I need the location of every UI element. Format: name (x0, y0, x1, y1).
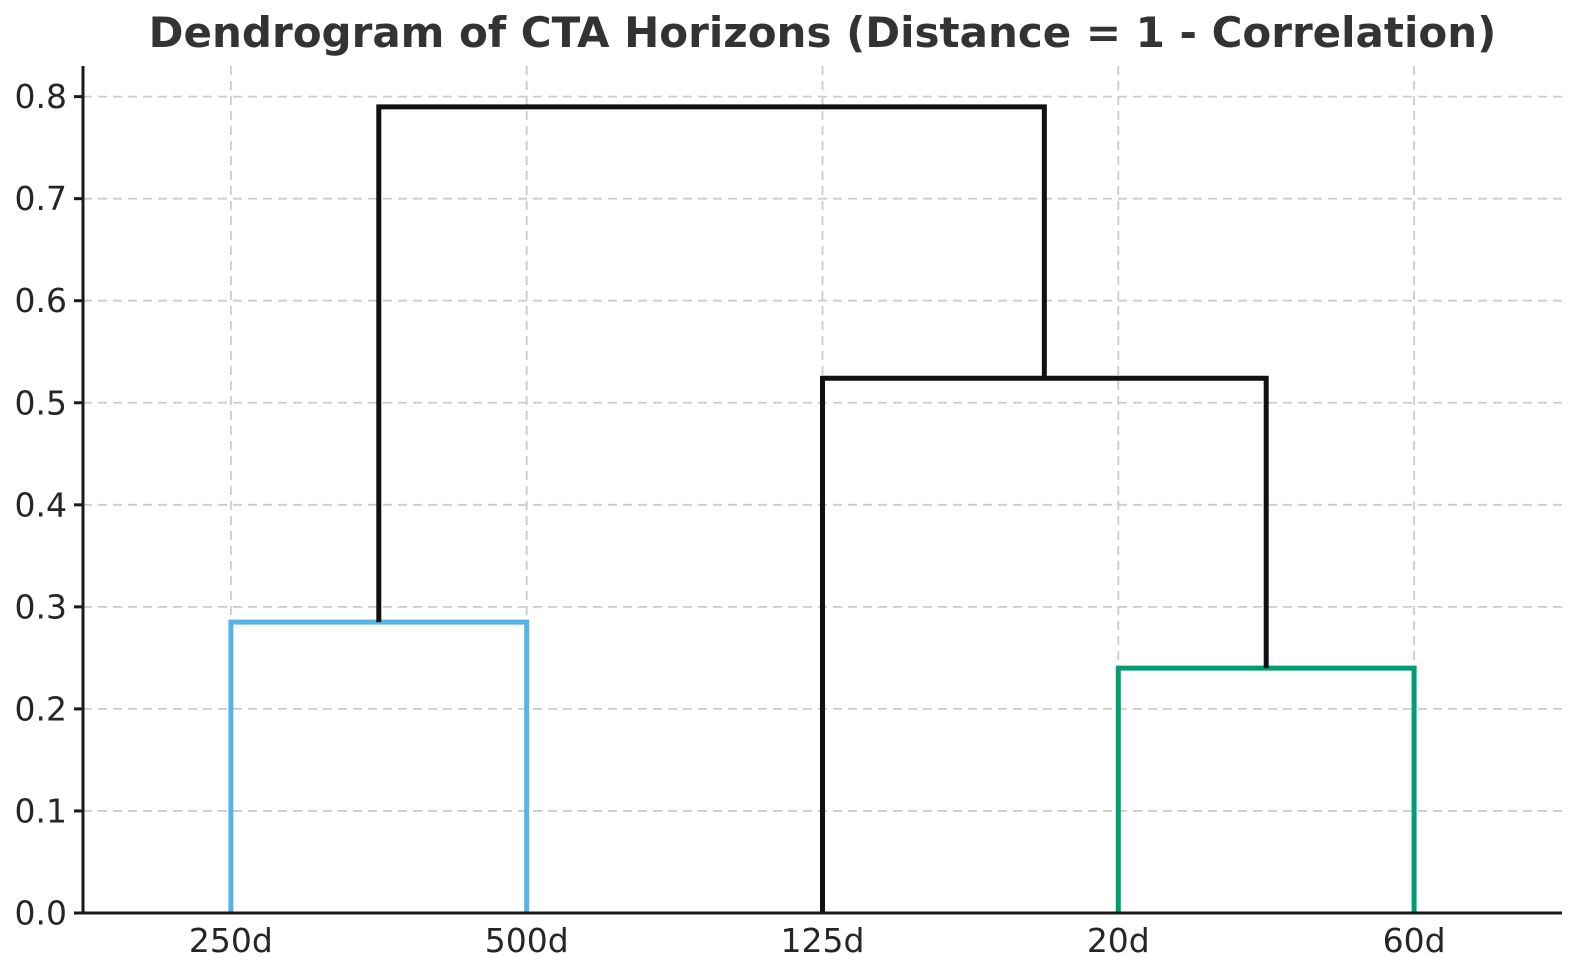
dendrogram-link (820, 375, 1269, 913)
y-tick-label: 0.7 (15, 179, 67, 218)
y-tick-label: 0.4 (15, 485, 67, 524)
y-tick-label: 0.8 (15, 77, 67, 116)
y-tick-label: 0.1 (15, 791, 67, 830)
x-tick-label: 250d (189, 921, 273, 960)
y-tick-label: 0.0 (15, 894, 67, 933)
x-tick-label: 125d (781, 921, 865, 960)
x-tick-label: 60d (1383, 921, 1446, 960)
x-tick-label: 500d (485, 921, 569, 960)
x-tick-label: 20d (1087, 921, 1150, 960)
dendrogram-link (228, 619, 530, 913)
dendrogram-link (1115, 665, 1417, 913)
y-tick-label: 0.3 (15, 587, 67, 626)
y-tick-label: 0.5 (15, 383, 67, 422)
y-tick-label: 0.2 (15, 689, 67, 728)
dendrogram-link (376, 104, 1047, 623)
y-tick-label: 0.6 (15, 281, 67, 320)
chart-title: Dendrogram of CTA Horizons (Distance = 1… (148, 8, 1497, 57)
